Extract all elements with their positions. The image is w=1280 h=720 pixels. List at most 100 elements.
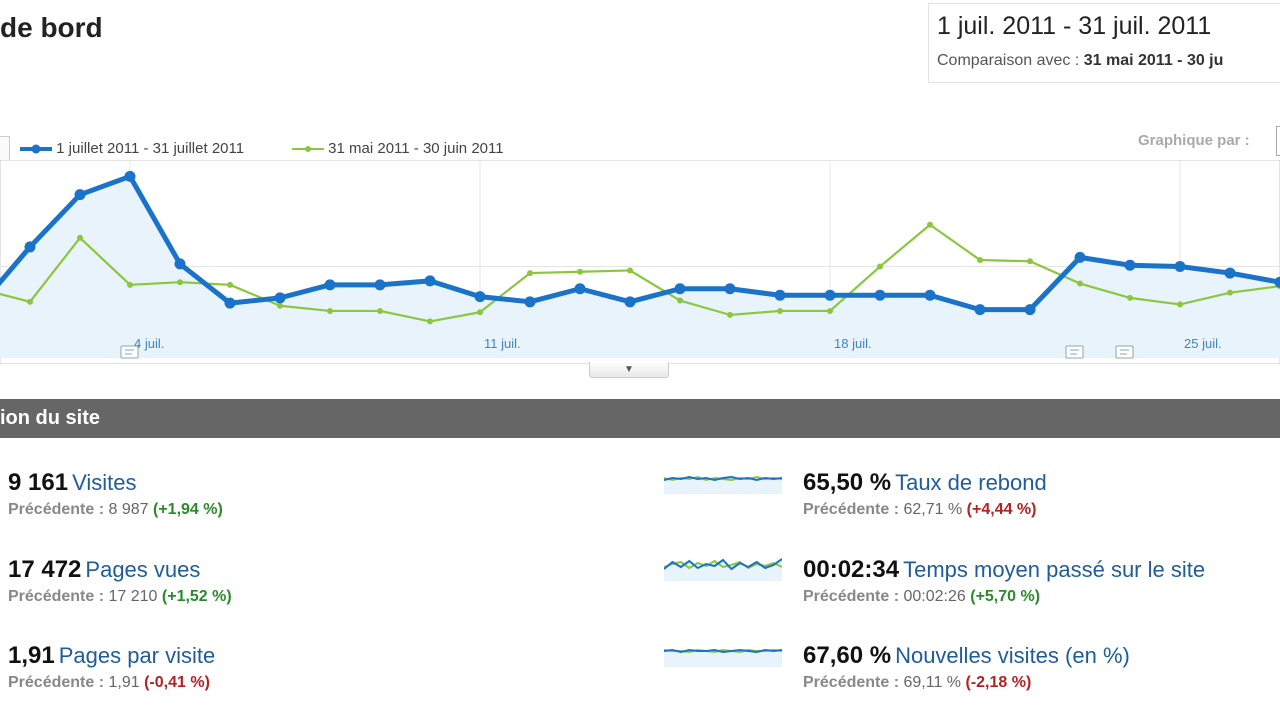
change-value: (-2,18 %) (965, 674, 1032, 691)
data-point-series2[interactable] (177, 279, 183, 286)
data-point-series1[interactable] (774, 289, 786, 301)
sparkline-new-visits[interactable] (664, 639, 782, 667)
data-point-series2[interactable] (1077, 280, 1083, 287)
metric-bounce-rate: 65,50 % Taux de rebond Précédente : 62,71… (803, 469, 1047, 519)
data-point-series1[interactable] (1224, 267, 1236, 279)
annotation-icon[interactable] (1115, 345, 1134, 359)
prev-value: 62,71 % (903, 501, 963, 518)
data-point-series1[interactable] (824, 289, 836, 301)
data-point-series2[interactable] (27, 298, 33, 305)
data-point-series1[interactable] (1074, 251, 1086, 263)
data-point-series2[interactable] (227, 281, 233, 288)
data-point-series1[interactable] (524, 296, 536, 308)
metric-pages-per-visit: 1,91 Pages par visite Précédente : 1,91 (… (8, 642, 215, 692)
prev-label: Précédente : (8, 501, 105, 518)
data-point-series2[interactable] (827, 307, 833, 314)
data-point-series1[interactable] (1274, 276, 1280, 288)
data-point-series2[interactable] (327, 307, 333, 314)
data-point-series2[interactable] (627, 267, 633, 274)
metric-pageviews: 17 472 Pages vues Précédente : 17 210 (+1… (8, 556, 232, 606)
data-point-series2[interactable] (427, 318, 433, 325)
data-point-series2[interactable] (527, 270, 533, 277)
change-value: (+1,94 %) (153, 501, 223, 518)
data-point-series2[interactable] (677, 297, 683, 304)
metric-previous: Précédente : 17 210 (+1,52 %) (8, 588, 232, 606)
metric-visits: 9 161 Visites Précédente : 8 987 (+1,94 %… (8, 469, 223, 519)
metric-link-pages-per-visit[interactable]: Pages par visite (58, 643, 216, 668)
annotation-icon[interactable] (120, 345, 139, 359)
data-point-series1[interactable] (624, 296, 636, 308)
data-point-series1[interactable] (374, 279, 386, 291)
data-point-series1[interactable] (1124, 259, 1136, 271)
metric-previous: Précédente : 00:02:26 (+5,70 %) (803, 588, 1205, 606)
data-point-series1[interactable] (274, 292, 286, 304)
metric-previous: Précédente : 62,71 % (+4,44 %) (803, 501, 1047, 519)
metric-link-time-on-site[interactable]: Temps moyen passé sur le site (903, 557, 1206, 582)
data-point-series2[interactable] (77, 234, 83, 241)
data-point-series1[interactable] (424, 275, 436, 287)
data-point-series1[interactable] (1174, 261, 1186, 273)
prev-value: 8 987 (108, 501, 149, 518)
data-point-series2[interactable] (377, 307, 383, 314)
data-point-series2[interactable] (1227, 289, 1233, 296)
data-point-series1[interactable] (124, 170, 136, 182)
prev-value: 1,91 (108, 674, 140, 691)
annotation-icon[interactable] (1065, 345, 1084, 359)
change-value: (-0,41 %) (144, 674, 210, 691)
prev-label: Précédente : (8, 588, 105, 605)
data-point-series1[interactable] (974, 304, 986, 316)
metric-link-visits[interactable]: Visites (72, 470, 137, 495)
data-point-series1[interactable] (174, 258, 186, 270)
sparkline-area (664, 650, 782, 667)
x-tick-label: 18 juil. (834, 336, 872, 351)
sparkline-bounce-rate[interactable] (664, 466, 782, 494)
date-range-label: 1 juil. 2011 - 31 juil. 2011 (937, 12, 1212, 40)
data-point-series2[interactable] (877, 263, 883, 270)
legend-label-series1: 1 juillet 2011 - 31 juillet 2011 (56, 140, 245, 157)
chart-annotations[interactable] (120, 345, 1134, 359)
legend-swatch-green (292, 146, 324, 153)
metric-link-new-visits[interactable]: Nouvelles visites (en %) (895, 643, 1130, 668)
data-point-series1[interactable] (1024, 304, 1036, 316)
metric-value: 17 472 (8, 556, 82, 583)
series1-area (0, 176, 1280, 358)
prev-label: Précédente : (803, 501, 900, 518)
comparison-prefix: Comparaison avec : (937, 52, 1080, 69)
data-point-series2[interactable] (1127, 294, 1133, 301)
data-point-series2[interactable] (977, 257, 983, 263)
graph-by-selector[interactable] (1276, 126, 1280, 156)
data-point-series1[interactable] (574, 283, 586, 295)
data-point-series1[interactable] (674, 283, 686, 295)
change-value: (+5,70 %) (970, 588, 1041, 605)
data-point-series2[interactable] (277, 302, 283, 309)
data-point-series2[interactable] (477, 309, 483, 316)
data-point-series2[interactable] (927, 221, 933, 228)
data-point-series2[interactable] (777, 307, 783, 314)
data-point-series1[interactable] (474, 291, 486, 303)
data-point-series1[interactable] (224, 297, 236, 309)
data-point-series1[interactable] (74, 189, 86, 201)
data-point-series2[interactable] (127, 281, 133, 288)
data-point-series1[interactable] (724, 283, 736, 295)
data-point-series2[interactable] (1027, 258, 1033, 265)
data-point-series1[interactable] (874, 289, 886, 301)
change-value: (+1,52 %) (161, 588, 232, 605)
sparkline-blue (664, 475, 782, 482)
sparkline-time-on-site[interactable] (664, 553, 782, 581)
data-point-series1[interactable] (924, 289, 936, 301)
data-point-series1[interactable] (24, 241, 36, 253)
data-point-series2[interactable] (577, 268, 583, 275)
x-tick-label: 25 juil. (1184, 336, 1222, 351)
chart-expand-handle[interactable]: ▼ (589, 362, 669, 378)
chart-tab[interactable] (0, 136, 10, 163)
metric-previous: Précédente : 8 987 (+1,94 %) (8, 501, 223, 519)
prev-value: 00:02:26 (903, 588, 966, 605)
page-title: de bord (0, 12, 103, 43)
data-point-series1[interactable] (324, 279, 336, 291)
data-point-series2[interactable] (727, 311, 733, 318)
date-range-picker[interactable]: 1 juil. 2011 - 31 juil. 2011 Comparaison… (928, 3, 1280, 83)
chart-series (0, 170, 1280, 325)
metric-link-pageviews[interactable]: Pages vues (85, 557, 201, 582)
data-point-series2[interactable] (1177, 301, 1183, 308)
metric-link-bounce-rate[interactable]: Taux de rebond (895, 470, 1047, 495)
